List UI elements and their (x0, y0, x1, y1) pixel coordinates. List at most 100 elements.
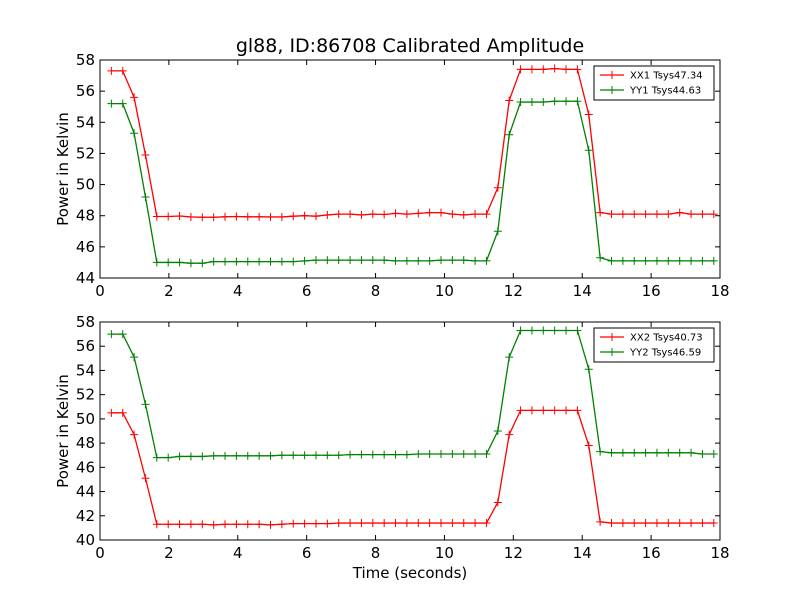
top-x-tick-label: 12 (504, 282, 523, 300)
bottom-series-1-point (323, 519, 332, 528)
top-series-1-point (391, 209, 400, 218)
top-series-1-point (357, 210, 366, 219)
top-series-2-point (346, 256, 355, 265)
bottom-series-2-point (505, 353, 514, 362)
bottom-series-1-point (596, 517, 605, 526)
bottom-series-1-point (652, 519, 661, 528)
top-series-1-point (584, 110, 593, 119)
bottom-series-2-point (664, 448, 673, 457)
bottom-series-1-point (539, 406, 548, 415)
bottom-series-2-point (652, 448, 661, 457)
bottom-series-2-point (255, 451, 264, 460)
top-series-1-point (198, 213, 207, 222)
bottom-series-2-point (118, 330, 127, 339)
top-series-2-point (221, 257, 230, 266)
top-legend-label-1: XX1 Tsys47.34 (630, 71, 703, 82)
top-legend-box (593, 65, 715, 101)
top-series-1-point (107, 66, 116, 75)
top-series-1-point (209, 213, 218, 222)
top-series-2-point (539, 98, 548, 107)
top-x-tick-label: 4 (233, 282, 243, 300)
bottom-series-1-point (368, 519, 377, 528)
top-series-2-point (527, 98, 536, 107)
top-series-1-point (482, 210, 491, 219)
top-series-1-point (596, 208, 605, 217)
bottom-series-2-point (186, 452, 195, 461)
bottom-series-1-point (414, 519, 423, 528)
top-series-2-point (664, 256, 673, 265)
top-x-tick-label: 18 (710, 282, 729, 300)
plot-bottom: 0 2 4 6 8 10 12 14 16 1840424446485052545658Power… (54, 313, 730, 562)
bottom-series-2-point (596, 447, 605, 456)
top-series-2-point (709, 256, 718, 265)
top-series-2-point (562, 97, 571, 106)
bottom-series-1-point (346, 519, 355, 528)
bottom-series-1-point (527, 406, 536, 415)
bottom-y-tick-label: 44 (76, 483, 95, 501)
top-series-2-point (255, 257, 264, 266)
top-series-1-point (368, 210, 377, 219)
bottom-series-1-point (618, 519, 627, 528)
top-series-2-point (209, 257, 218, 266)
bottom-series-2-point (130, 353, 139, 362)
bottom-series-2-point (482, 450, 491, 459)
top-series-1-point (311, 212, 320, 221)
bottom-plot-frame (99, 321, 721, 541)
top-series-1-point (243, 212, 252, 221)
bottom-series-1-point (221, 520, 230, 529)
bottom-series-1-point (198, 520, 207, 529)
bottom-series-1-point (186, 520, 195, 529)
bottom-series-1-point (175, 520, 184, 529)
bottom-series-2-point (175, 452, 184, 461)
top-series-2-point (630, 256, 639, 265)
top-series-2-point (414, 256, 423, 265)
bottom-legend-label-1: XX2 Tsys40.73 (630, 333, 703, 344)
top-y-tick-label: 52 (76, 144, 95, 162)
bottom-series-2-point (300, 451, 309, 460)
top-series-1-point (471, 210, 480, 219)
bottom-series-2-point (380, 450, 389, 459)
bottom-series-2-point (232, 451, 241, 460)
bottom-series-2-point (618, 448, 627, 457)
top-series-1-point (459, 210, 468, 219)
bottom-x-tick-label: 10 (435, 544, 454, 562)
bottom-series-2-point (391, 450, 400, 459)
top-x-tick-label: 2 (164, 282, 174, 300)
bottom-series-1-point (277, 520, 286, 529)
top-series-2-point (130, 129, 139, 138)
top-legend-marker-1 (608, 71, 616, 79)
bottom-series-1-point (675, 519, 684, 528)
top-series-2-point (482, 256, 491, 265)
top-series-2-point (550, 97, 559, 106)
top-series-2-point (516, 98, 525, 107)
bottom-series-1-point (357, 519, 366, 528)
bottom-y-tick-label: 50 (76, 410, 95, 428)
bottom-series-1-point (232, 520, 241, 529)
top-series-2-point (584, 146, 593, 155)
top-series-1-point (186, 212, 195, 221)
top-x-tick-label: 14 (573, 282, 592, 300)
bottom-series-1-point (255, 520, 264, 529)
top-series-2-point (459, 256, 468, 265)
top-y-tick-label: 56 (76, 82, 95, 100)
top-series-1-point (448, 210, 457, 219)
top-series-1-point (334, 210, 343, 219)
top-series-2-point (118, 99, 127, 108)
top-series-1-point (346, 210, 355, 219)
top-series-1-point (323, 210, 332, 219)
bottom-series-2-point (539, 326, 548, 335)
bottom-series-1-point (630, 519, 639, 528)
bottom-y-tick-label: 42 (76, 507, 95, 525)
bottom-series-2-point (675, 448, 684, 457)
bottom-y-tick-label: 58 (76, 313, 95, 331)
bottom-series-1-point (289, 519, 298, 528)
top-series-1-point (573, 65, 582, 74)
bottom-series-2-point (266, 451, 275, 460)
bottom-series-2-point (141, 400, 150, 409)
top-series-1-point (277, 212, 286, 221)
bottom-series-1-point (641, 519, 650, 528)
top-y-tick-label: 54 (76, 113, 95, 131)
top-series-2-point (175, 258, 184, 267)
bottom-series-2-point (437, 450, 445, 459)
bottom-series-1-point (266, 520, 275, 529)
